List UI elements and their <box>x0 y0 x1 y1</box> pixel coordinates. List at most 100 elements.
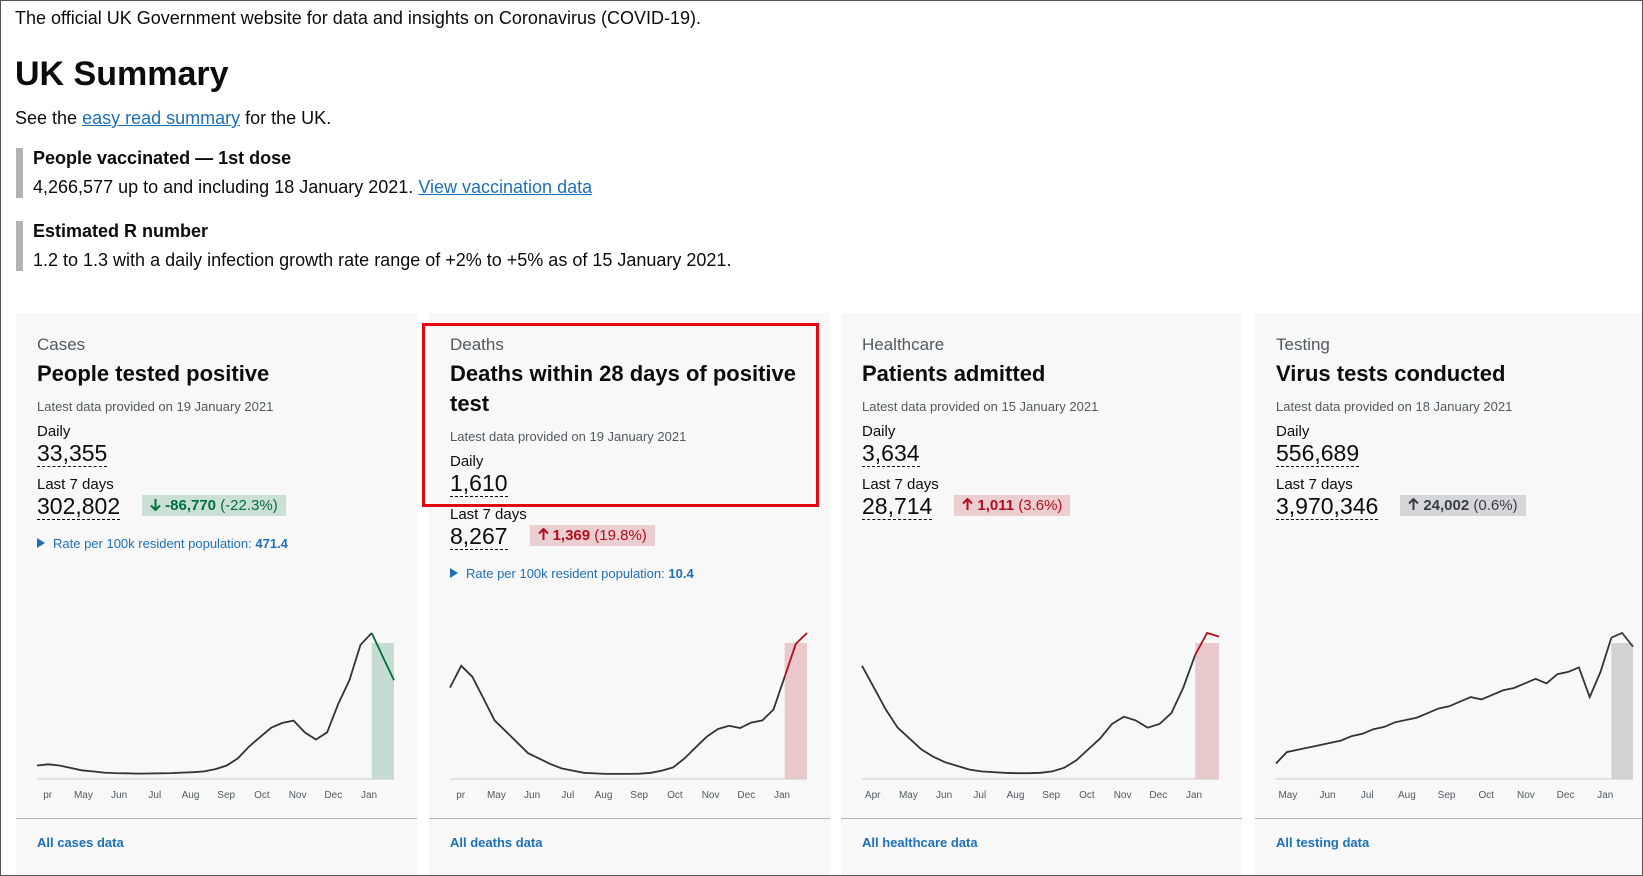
week-label: Last 7 days <box>1276 476 1353 493</box>
tagline: The official UK Government website for d… <box>15 8 701 28</box>
daily-row: 556,689 <box>1276 440 1636 467</box>
month-label: Nov <box>289 790 307 801</box>
card-body: Cases People tested positive Latest data p… <box>37 335 397 551</box>
week-value: 302,802 <box>37 493 121 520</box>
month-label: Dec <box>1557 790 1575 801</box>
week-row: 28,714 1,011 (3.6%) <box>862 493 1222 520</box>
change-percent: (3.6%) <box>1018 497 1063 514</box>
change-value: 24,002 <box>1423 497 1470 514</box>
week-value: 28,714 <box>862 493 933 520</box>
notice: Estimated R number 1.2 to 1.3 with a dai… <box>16 221 816 271</box>
daily-label: Daily <box>450 453 484 470</box>
month-label: Jul <box>148 790 161 801</box>
rate-label: Rate per 100k resident population: <box>466 566 665 581</box>
notice-text: 4,266,577 up to and including 18 January… <box>33 177 816 198</box>
month-label: Aug <box>1398 790 1416 801</box>
week-value: 3,970,346 <box>1276 493 1379 520</box>
trend-line-recent <box>370 632 395 681</box>
card: Deaths Deaths within 28 days of positive … <box>429 313 830 875</box>
month-label: Jul <box>973 790 986 801</box>
triangle <box>450 568 458 578</box>
highlight-box <box>422 323 819 507</box>
week-label: Last 7 days <box>37 476 114 493</box>
card-link[interactable]: All testing data <box>1276 835 1370 850</box>
card-link[interactable]: All deaths data <box>450 835 543 850</box>
notice-title: Estimated R number <box>33 221 209 241</box>
card-category: Healthcare <box>862 335 945 354</box>
intro-text: See the <box>15 108 78 128</box>
daily-value: 3,634 <box>862 440 920 467</box>
week-label: Last 7 days <box>450 506 527 523</box>
card-category: Cases <box>37 335 86 354</box>
change-badge: -86,770 (-22.3%) <box>142 495 286 516</box>
change-percent: (-22.3%) <box>220 497 278 514</box>
arrow-shape <box>150 499 161 512</box>
recent-shade <box>1611 643 1633 779</box>
latest-date: Latest data provided on 15 January 2021 <box>862 399 1099 414</box>
card-title: Virus tests conducted <box>1276 361 1506 386</box>
notice-title: People vaccinated — 1st dose <box>33 148 292 168</box>
arrow-shape <box>962 497 974 510</box>
latest-date: Latest data provided on 19 January 2021 <box>37 399 274 414</box>
daily-value: 556,689 <box>1276 440 1360 467</box>
sparkline: May Jun Jul Aug Sep Oct Nov Dec Jan <box>1275 631 1634 801</box>
month-label: Nov <box>702 790 720 801</box>
week-value: 8,267 <box>450 523 508 550</box>
card-body: Testing Virus tests conducted Latest data … <box>1276 335 1636 520</box>
notice: People vaccinated — 1st dose 4,266,577 u… <box>16 148 816 198</box>
trend-line-recent <box>1611 631 1634 648</box>
daily-row: 3,634 <box>862 440 1222 467</box>
change-value: 1,369 <box>552 527 591 544</box>
month-label: pr <box>456 790 466 801</box>
recent-shade <box>1195 643 1219 779</box>
month-label: Jun <box>111 790 127 801</box>
month-label: Aug <box>595 790 613 801</box>
card: Healthcare Patients admitted Latest data p… <box>841 313 1242 875</box>
month-label: Nov <box>1517 790 1535 801</box>
daily-label: Daily <box>1276 423 1310 440</box>
rate-value: 10.4 <box>668 566 694 581</box>
month-label: Oct <box>667 790 683 801</box>
month-label: Jul <box>1361 790 1374 801</box>
trend-line <box>36 632 373 775</box>
month-label: Oct <box>254 790 270 801</box>
change-value: -86,770 <box>165 497 217 514</box>
week-label: Last 7 days <box>862 476 939 493</box>
month-label: Jan <box>361 790 377 801</box>
rate-toggle <box>450 568 458 578</box>
arrow-shape <box>537 527 549 540</box>
month-label: Jun <box>936 790 952 801</box>
intro-text: for the UK. <box>245 108 332 128</box>
card-footer: All testing data <box>1255 818 1642 850</box>
card: Cases People tested positive Latest data p… <box>16 313 417 875</box>
trend-line <box>861 654 1197 775</box>
daily-label: Daily <box>862 423 896 440</box>
card-link[interactable]: All healthcare data <box>862 835 978 850</box>
change-arrow <box>537 527 549 540</box>
sparkline: pr May Jun Jul Aug Sep Oct Nov Dec Jan <box>449 632 808 801</box>
month-label: pr <box>43 790 53 801</box>
card: Testing Virus tests conducted Latest data … <box>1255 313 1642 875</box>
vaccination-link[interactable]: View vaccination data <box>418 177 593 197</box>
rate: Rate per 100k resident population: 471.4 <box>37 536 397 551</box>
rate: Rate per 100k resident population: 10.4 <box>450 566 810 581</box>
card-footer: All cases data <box>16 818 417 850</box>
month-label: Aug <box>182 790 200 801</box>
month-label: Sep <box>1042 790 1060 801</box>
change-arrow <box>962 497 974 510</box>
card-footer: All healthcare data <box>841 818 1242 850</box>
card-title: Patients admitted <box>862 361 1046 386</box>
card-title: People tested positive <box>37 361 270 386</box>
month-label: Oct <box>1478 790 1494 801</box>
month-label: Nov <box>1114 790 1132 801</box>
easy-read-link[interactable]: easy read summary <box>82 108 241 128</box>
card-body: Healthcare Patients admitted Latest data p… <box>862 335 1222 520</box>
trend-line <box>1275 637 1613 765</box>
trend-line-recent <box>783 632 808 677</box>
month-label: Jun <box>1320 790 1336 801</box>
month-label: Sep <box>1438 790 1456 801</box>
change-percent: (19.8%) <box>594 527 647 544</box>
trend-line <box>449 664 786 775</box>
month-label: Sep <box>217 790 235 801</box>
card-link[interactable]: All cases data <box>37 835 124 850</box>
